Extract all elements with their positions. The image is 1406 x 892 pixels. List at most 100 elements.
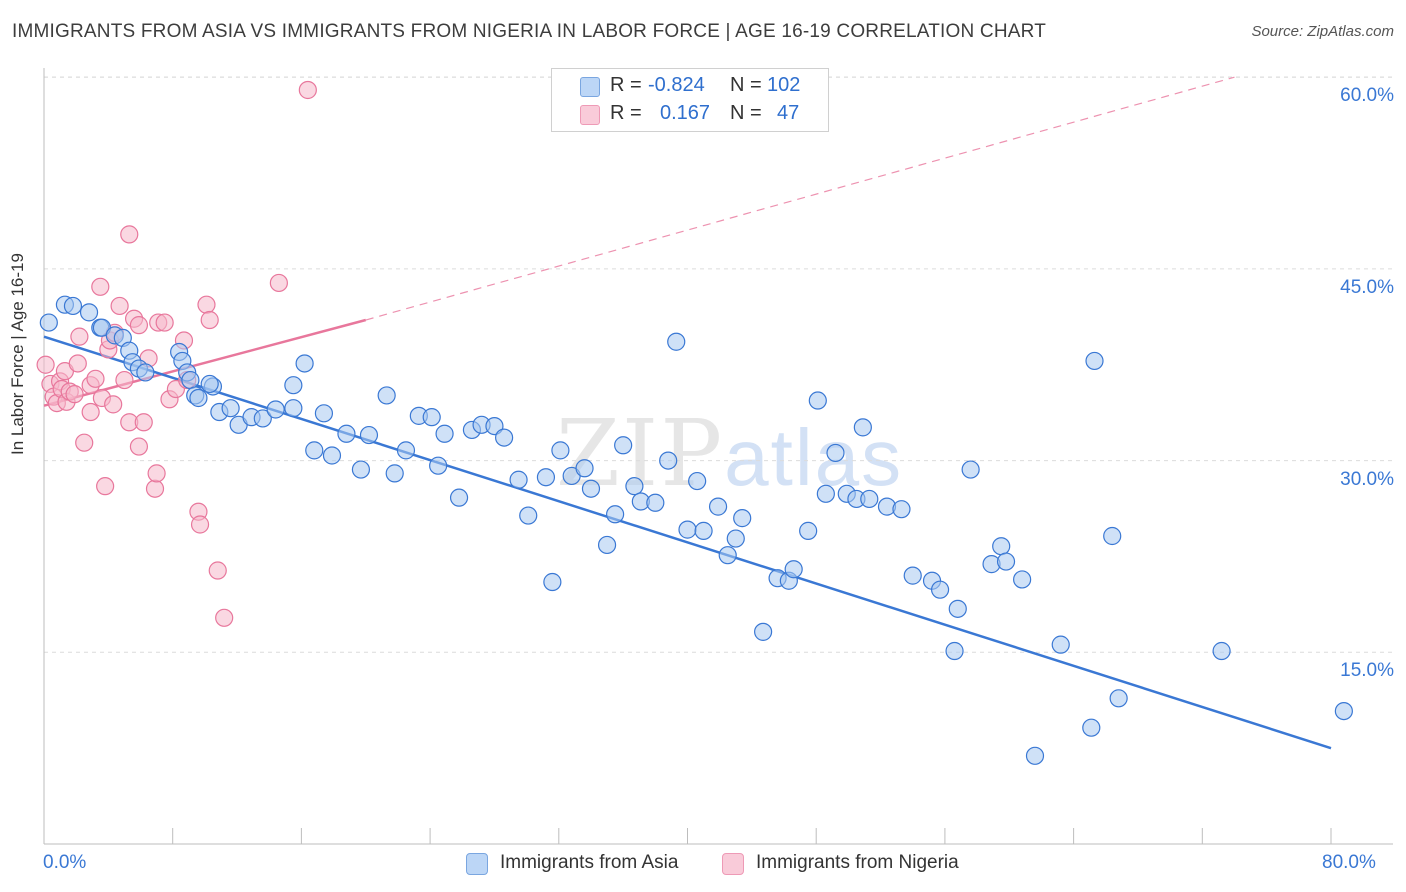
asia-point — [551, 441, 570, 460]
legend-r-value: 0.167 — [660, 102, 711, 124]
nigeria-point — [96, 477, 115, 496]
asia-point — [694, 521, 713, 540]
asia-point — [1082, 718, 1101, 737]
asia-point — [385, 464, 404, 483]
asia-point — [495, 428, 514, 447]
nigeria-point — [68, 354, 87, 373]
nigeria-point — [115, 370, 134, 390]
asia-point — [575, 459, 594, 478]
asia-point — [1103, 526, 1122, 546]
asia-point — [543, 572, 562, 592]
asia-point — [39, 313, 58, 332]
nigeria-point — [155, 313, 174, 332]
asia-point — [253, 409, 272, 428]
asia-point — [1025, 746, 1045, 765]
asia-point — [284, 376, 303, 395]
asia-point — [799, 521, 818, 540]
asia-point — [733, 509, 752, 528]
y-tick-label: 45.0% — [1340, 276, 1394, 298]
nigeria-point — [81, 402, 100, 422]
asia-point — [784, 560, 803, 579]
nigeria-point — [190, 515, 210, 534]
asia-point — [606, 505, 625, 524]
asia-point — [659, 451, 678, 470]
nigeria-point — [269, 273, 288, 293]
legend-swatch-asia — [580, 77, 600, 97]
nigeria-point — [86, 369, 105, 388]
nigeria-point — [147, 464, 166, 483]
asia-point — [961, 460, 980, 479]
asia-point — [181, 370, 200, 390]
nigeria-point — [91, 277, 110, 296]
asia-point — [816, 484, 835, 503]
asia-point — [688, 471, 707, 491]
nigeria-point — [215, 608, 234, 627]
asia-point — [996, 552, 1016, 571]
nigeria-point — [208, 561, 227, 580]
asia-point — [808, 391, 827, 410]
nigeria-point — [120, 225, 139, 244]
asia-point — [1051, 635, 1070, 654]
asia-point — [136, 363, 155, 382]
asia-point — [678, 520, 697, 539]
x-tick-label-min: 0.0% — [43, 852, 87, 873]
asia-point — [422, 408, 441, 427]
asia-point — [892, 500, 911, 519]
asia-point — [295, 354, 314, 373]
asia-point — [429, 456, 448, 475]
nigeria-point — [134, 413, 153, 432]
nigeria-point — [145, 479, 165, 498]
asia-point — [930, 580, 950, 599]
asia-point — [351, 460, 371, 479]
nigeria-point — [298, 80, 317, 100]
asia-point — [708, 497, 728, 516]
asia-point — [860, 489, 879, 509]
data-points — [36, 80, 1353, 765]
asia-point — [726, 529, 745, 548]
asia-point — [625, 477, 644, 496]
correlation-legend: R = -0.824 N = 102 R = 0.167 N = 47 — [551, 68, 829, 132]
grid — [44, 76, 1393, 653]
asia-point — [435, 424, 454, 443]
asia-point — [992, 537, 1011, 556]
asia-point — [221, 399, 240, 418]
nigeria-point — [104, 395, 123, 414]
asia-point — [948, 599, 967, 618]
legend-r-value: -0.824 — [648, 74, 705, 96]
nigeria-trend-extension — [365, 76, 1235, 321]
source-label: Source: ZipAtlas.com — [1251, 23, 1394, 40]
asia-point — [189, 388, 208, 408]
legend-r-label: R = — [610, 74, 642, 96]
asia-trend-line — [43, 335, 1332, 750]
nigeria-point — [70, 327, 89, 346]
asia-point — [519, 506, 538, 525]
asia-point — [597, 535, 617, 555]
asia-point — [377, 386, 396, 405]
nigeria-point — [75, 433, 94, 452]
asia-point — [1085, 351, 1104, 371]
legend-n-label: N = — [730, 74, 762, 96]
asia-point — [509, 470, 528, 489]
bottom-legend-label-asia: Immigrants from Asia — [500, 852, 679, 873]
asia-point — [1109, 689, 1128, 708]
asia-point — [826, 443, 845, 463]
asia-point — [63, 296, 83, 316]
chart-title: IMMIGRANTS FROM ASIA VS IMMIGRANTS FROM … — [12, 21, 1047, 42]
asia-point — [614, 436, 633, 455]
legend-r-label: R = — [610, 102, 642, 124]
asia-point — [449, 488, 469, 507]
bottom-legend-swatch-nigeria — [722, 853, 744, 875]
legend-n-label: N = — [730, 102, 762, 124]
asia-point — [396, 441, 416, 460]
asia-point — [667, 332, 686, 351]
asia-point — [718, 546, 737, 565]
asia-point — [79, 303, 99, 322]
x-tick-label-max: 80.0% — [1322, 852, 1376, 873]
legend-swatch-nigeria — [580, 105, 600, 125]
asia-point — [536, 468, 556, 487]
nigeria-point — [65, 385, 84, 404]
axes — [43, 68, 1393, 845]
nigeria-point — [197, 295, 216, 314]
asia-point — [1013, 570, 1032, 589]
